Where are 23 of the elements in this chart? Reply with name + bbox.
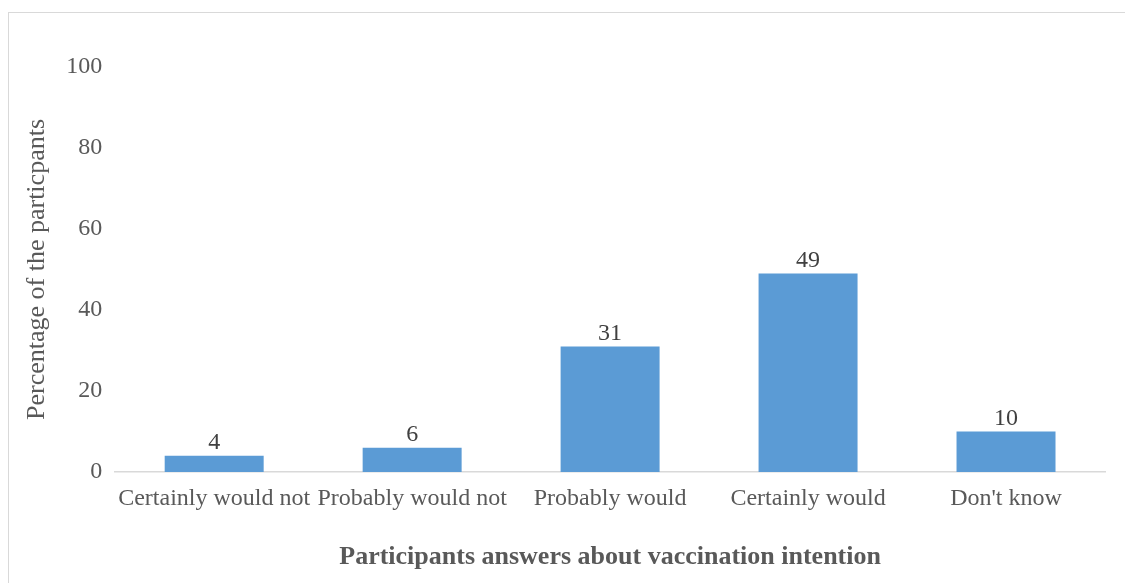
x-tick-label: Probably would not: [317, 483, 508, 510]
x-tick-label: Certainly would: [730, 483, 886, 510]
y-tick-label: 40: [78, 295, 103, 322]
data-label: 10: [994, 403, 1019, 430]
data-label: 6: [406, 420, 419, 446]
y-tick-label: 20: [78, 376, 103, 403]
bar: [758, 273, 858, 472]
x-tick-label: Probably would: [533, 483, 687, 510]
x-axis-title: Participants answers about vaccination intention: [339, 541, 882, 571]
data-label: 4: [208, 428, 221, 455]
bar: [560, 346, 660, 472]
data-label: 31: [598, 318, 623, 345]
bar: [956, 431, 1056, 472]
bar: [164, 455, 264, 472]
bar: [362, 447, 462, 472]
x-tick-label: Certainly would not: [118, 483, 311, 510]
y-tick-label: 60: [78, 214, 103, 241]
y-tick-label: 0: [90, 457, 103, 484]
y-tick-label: 80: [78, 133, 103, 160]
y-axis-title: Percentage of the particpants: [21, 118, 51, 421]
y-tick-label: 100: [66, 52, 103, 79]
data-label: 49: [796, 245, 821, 272]
x-tick-label: Don't know: [950, 483, 1063, 510]
